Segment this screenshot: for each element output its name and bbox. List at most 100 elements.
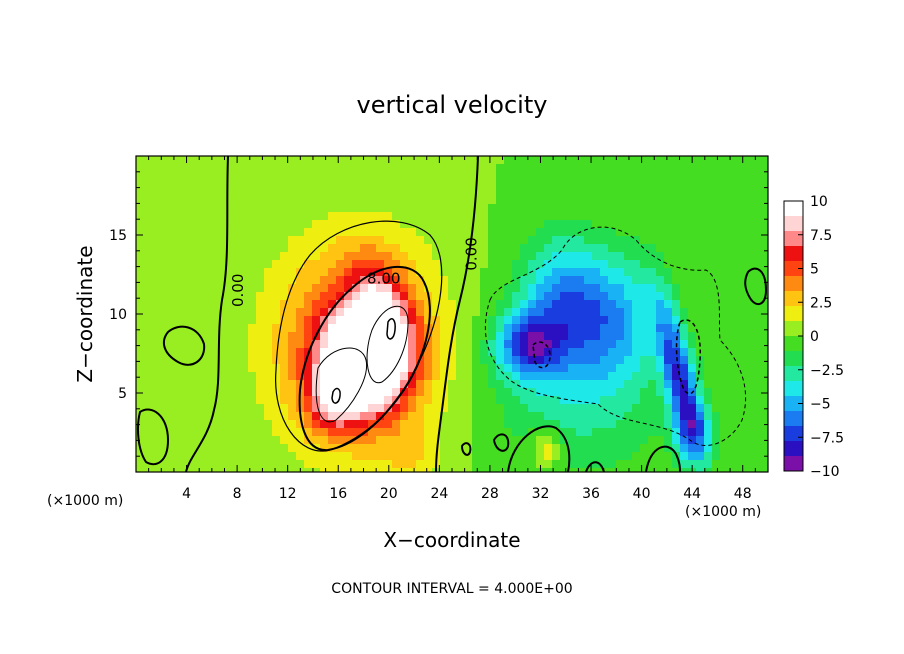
heatmap-cell — [368, 348, 377, 357]
heatmap-cell — [400, 460, 409, 469]
heatmap-cell — [160, 460, 169, 469]
heatmap-cell — [424, 188, 433, 197]
heatmap-cell — [632, 308, 641, 317]
heatmap-cell — [664, 188, 673, 197]
heatmap-cell — [192, 444, 201, 453]
heatmap-cell — [632, 276, 641, 285]
heatmap-cell — [688, 220, 697, 229]
heatmap-cell — [744, 308, 753, 317]
heatmap-cell — [176, 172, 185, 181]
heatmap-cell — [256, 348, 265, 357]
heatmap-cell — [488, 212, 497, 221]
heatmap-cell — [496, 188, 505, 197]
heatmap-cell — [448, 364, 457, 373]
heatmap-cell — [648, 300, 657, 309]
heatmap-cell — [448, 268, 457, 277]
heatmap-cell — [480, 452, 489, 461]
heatmap-cell — [608, 228, 617, 237]
heatmap-cell — [240, 460, 249, 469]
heatmap-cell — [656, 324, 665, 333]
heatmap-cell — [432, 252, 441, 261]
heatmap-cell — [544, 420, 553, 429]
heatmap-cell — [696, 412, 705, 421]
heatmap-cell — [192, 332, 201, 341]
heatmap-cell — [712, 212, 721, 221]
colorbar-ticks: 107.552.50−2.5−5−7.5−10 — [798, 194, 844, 480]
heatmap-cell — [216, 452, 225, 461]
heatmap-cell — [280, 188, 289, 197]
heatmap-cell — [192, 364, 201, 373]
heatmap-cell — [336, 324, 345, 333]
heatmap-cell — [224, 348, 233, 357]
heatmap-cell — [576, 332, 585, 341]
heatmap-cell — [488, 348, 497, 357]
heatmap-cell — [384, 348, 393, 357]
heatmap-cell — [232, 324, 241, 333]
heatmap-cell — [608, 156, 617, 165]
heatmap-cell — [312, 468, 321, 472]
heatmap-cell — [304, 420, 313, 429]
heatmap-cell — [272, 332, 281, 341]
heatmap-cell — [584, 204, 593, 213]
heatmap-cell — [328, 180, 337, 189]
heatmap-cell — [352, 276, 361, 285]
heatmap-cell — [496, 340, 505, 349]
heatmap-cell — [160, 348, 169, 357]
heatmap-cell — [152, 276, 161, 285]
heatmap-cell — [752, 404, 761, 413]
heatmap-cell — [664, 316, 673, 325]
heatmap-cell — [616, 300, 625, 309]
heatmap-cell — [656, 316, 665, 325]
heatmap-cell — [392, 188, 401, 197]
heatmap-cell — [600, 324, 609, 333]
heatmap-cell — [400, 372, 409, 381]
heatmap-cell — [392, 404, 401, 413]
heatmap-cell — [360, 156, 369, 165]
heatmap-cell — [760, 428, 768, 437]
heatmap-cell — [184, 244, 193, 253]
heatmap-cell — [544, 196, 553, 205]
heatmap-cell — [432, 428, 441, 437]
heatmap-cell — [712, 252, 721, 261]
heatmap-cell — [304, 300, 313, 309]
heatmap-cell — [304, 412, 313, 421]
heatmap-cell — [712, 204, 721, 213]
heatmap-cell — [288, 348, 297, 357]
heatmap-cell — [536, 364, 545, 373]
heatmap-cell — [712, 364, 721, 373]
heatmap-cell — [280, 156, 289, 165]
heatmap-cell — [512, 236, 521, 245]
heatmap-cell — [200, 268, 209, 277]
heatmap-cell — [432, 380, 441, 389]
heatmap-cell — [720, 356, 729, 365]
heatmap-cell — [560, 444, 569, 453]
heatmap-cell — [672, 180, 681, 189]
heatmap-cell — [568, 172, 577, 181]
heatmap-cell — [368, 236, 377, 245]
heatmap-cell — [496, 388, 505, 397]
heatmap-cell — [296, 172, 305, 181]
heatmap-cell — [752, 388, 761, 397]
heatmap-cell — [344, 364, 353, 373]
heatmap-cell — [728, 460, 737, 469]
heatmap-cell — [464, 332, 473, 341]
heatmap-cell — [520, 292, 529, 301]
heatmap-cell — [320, 380, 329, 389]
heatmap-cell — [432, 196, 441, 205]
heatmap-cell — [352, 204, 361, 213]
heatmap-cell — [232, 412, 241, 421]
heatmap-cell — [200, 332, 209, 341]
heatmap-cell — [368, 204, 377, 213]
heatmap-cell — [304, 316, 313, 325]
heatmap-cell — [408, 380, 417, 389]
y-tick-label: 10 — [109, 307, 127, 323]
heatmap-cell — [168, 420, 177, 429]
heatmap-cell — [512, 468, 521, 472]
heatmap-cell — [176, 452, 185, 461]
heatmap-cell — [416, 228, 425, 237]
heatmap-cell — [272, 404, 281, 413]
heatmap-cell — [528, 292, 537, 301]
heatmap-cell — [528, 172, 537, 181]
heatmap-cell — [160, 404, 169, 413]
heatmap-cell — [608, 188, 617, 197]
